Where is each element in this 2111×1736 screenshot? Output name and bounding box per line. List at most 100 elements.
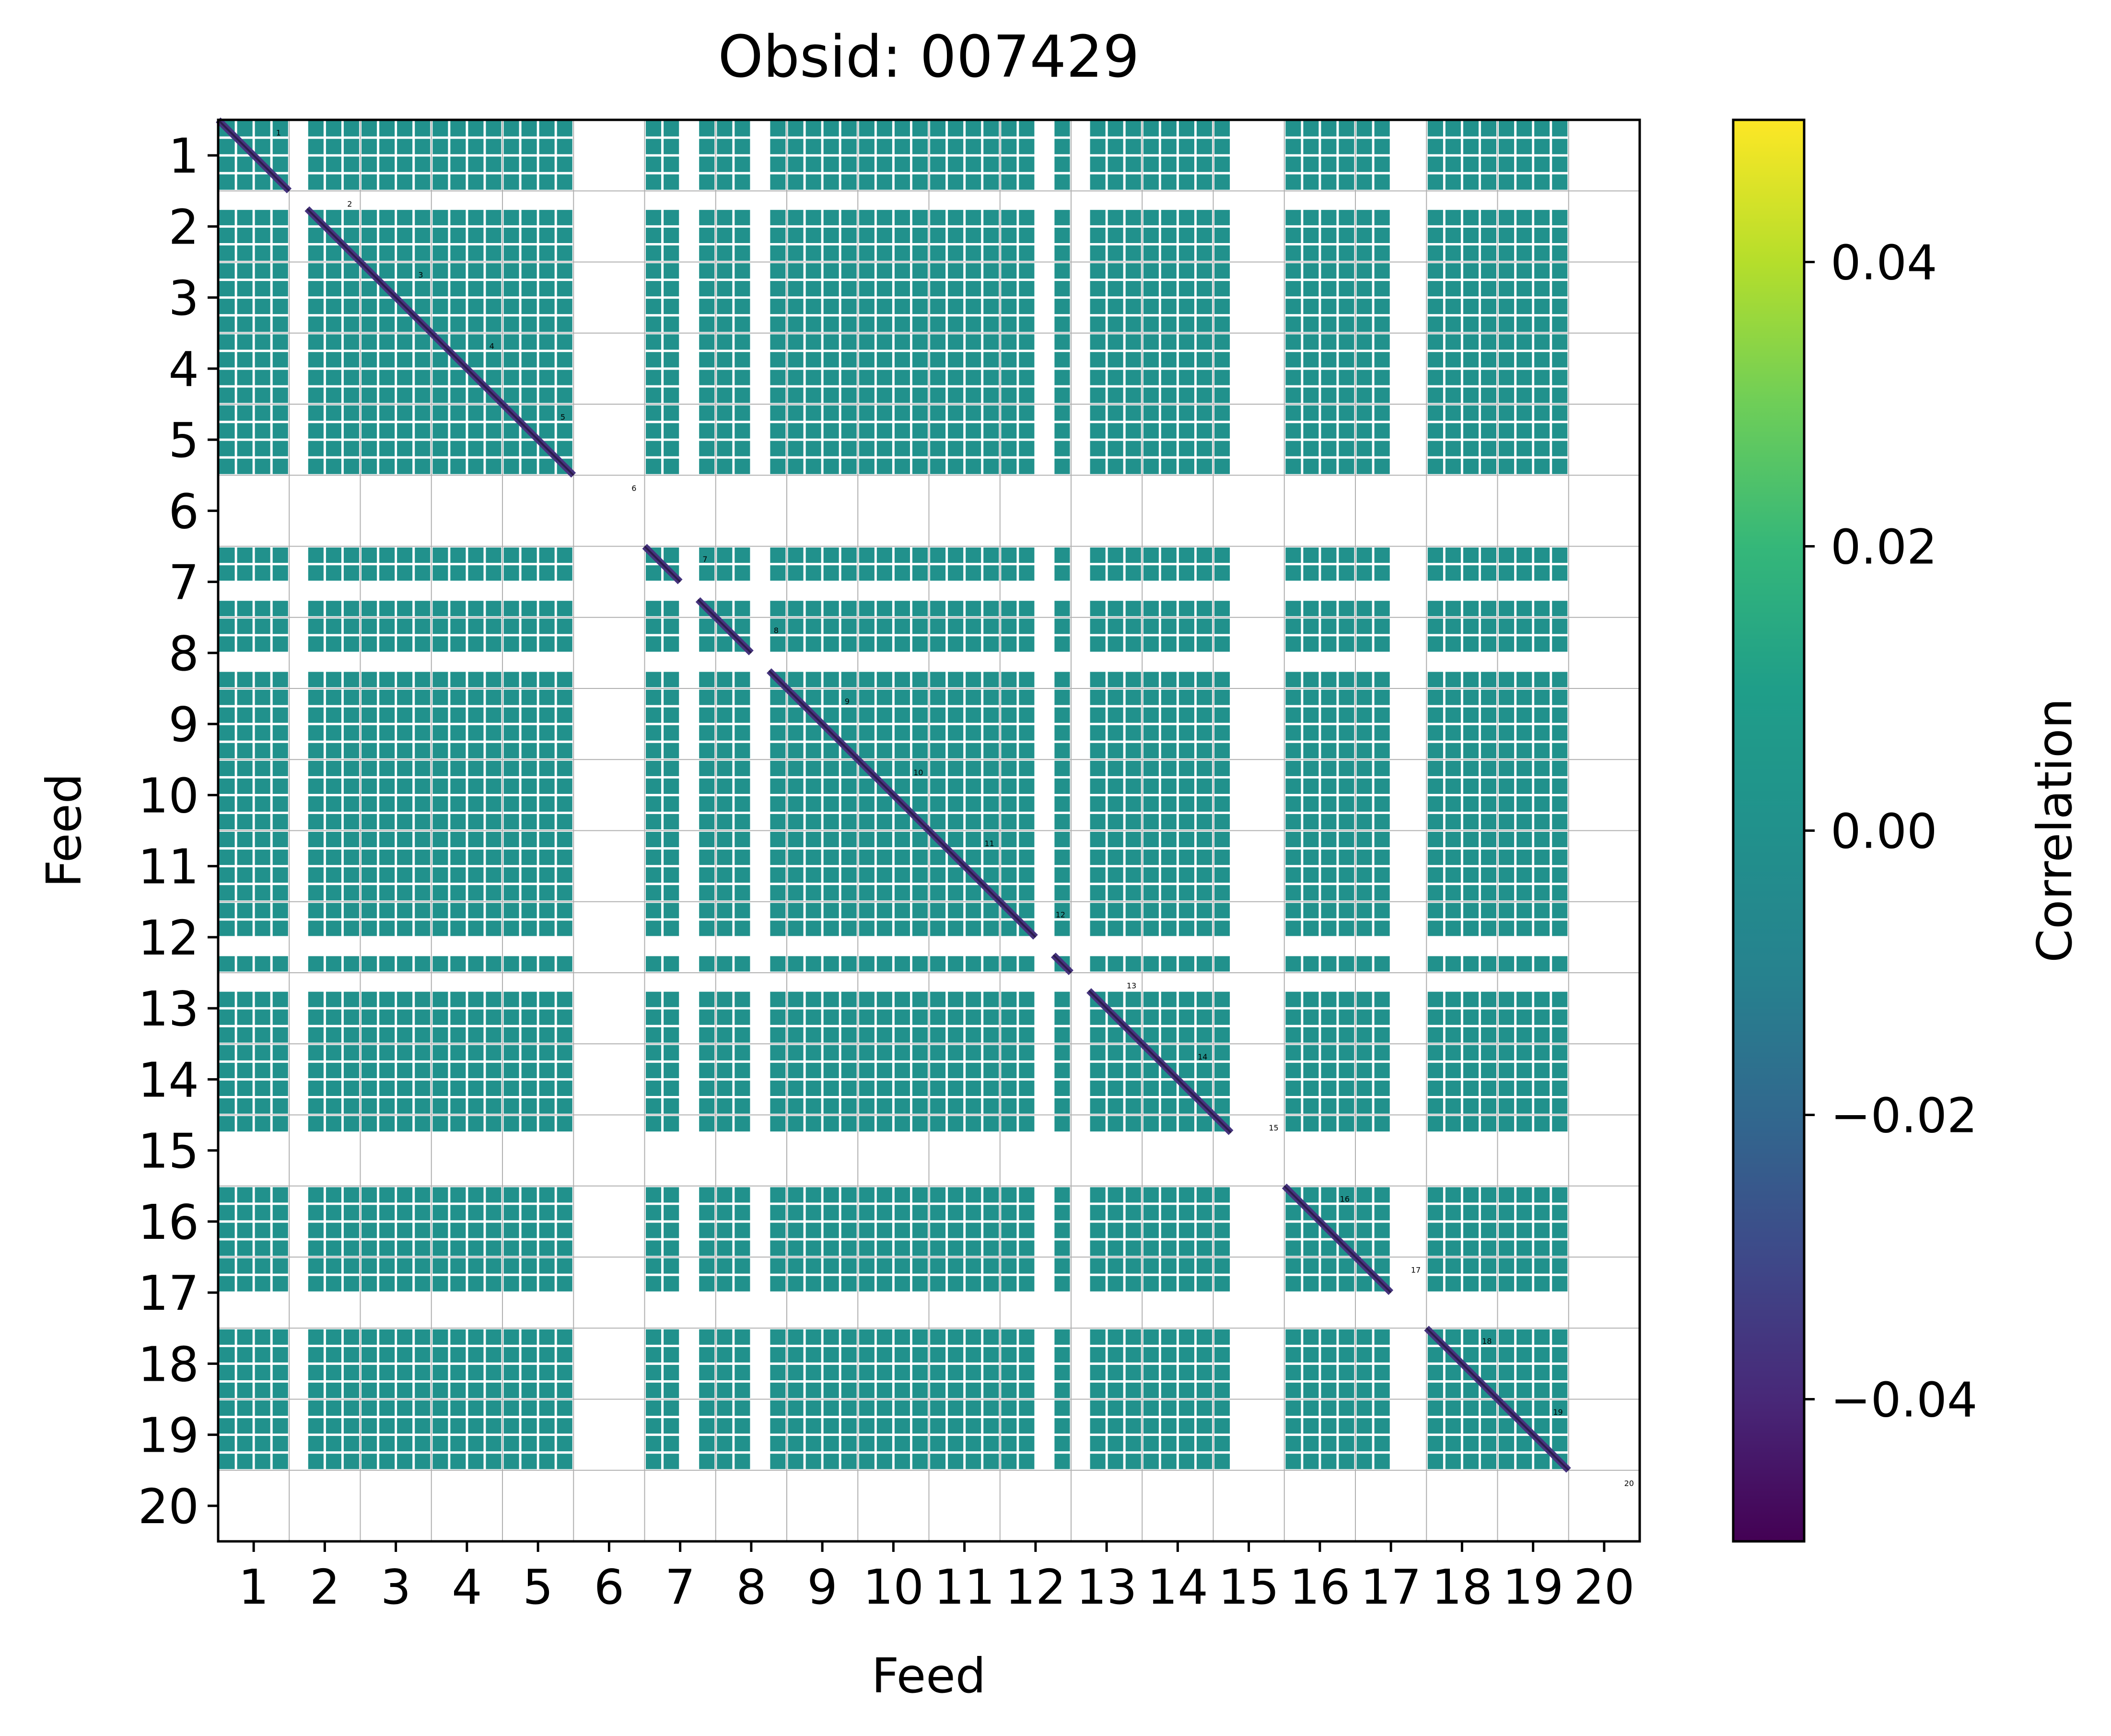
heatmap-block — [219, 334, 235, 350]
heatmap-block — [415, 1009, 431, 1025]
heatmap-block — [735, 1364, 750, 1380]
heatmap-block — [1054, 832, 1070, 848]
heatmap-block — [557, 1027, 572, 1043]
heatmap-block — [859, 1205, 875, 1221]
heatmap-cell — [788, 832, 857, 901]
y-tick-label: 18 — [138, 1336, 199, 1392]
heatmap-block — [343, 1418, 359, 1434]
heatmap-block — [539, 1276, 555, 1292]
heatmap-block — [1143, 405, 1159, 421]
heatmap-cell — [1090, 1187, 1141, 1256]
heatmap-block — [1552, 867, 1568, 883]
heatmap-block — [859, 956, 875, 972]
heatmap-block — [486, 1080, 502, 1096]
heatmap-block — [255, 689, 270, 705]
heatmap-block — [983, 707, 999, 723]
heatmap-block — [1214, 1347, 1230, 1363]
heatmap-block — [1001, 1347, 1017, 1363]
heatmap-block — [450, 778, 466, 794]
heatmap-block — [948, 832, 964, 848]
x-tick-label: 1 — [238, 1559, 269, 1615]
heatmap-block — [1534, 263, 1550, 279]
heatmap-block — [788, 1009, 804, 1025]
heatmap-block — [770, 1258, 786, 1274]
heatmap-block — [1054, 245, 1070, 261]
heatmap-block — [1108, 299, 1123, 315]
heatmap-block — [770, 1045, 786, 1060]
heatmap-cell — [788, 334, 857, 403]
heatmap-block — [823, 441, 839, 456]
heatmap-block — [521, 636, 537, 652]
heatmap-block — [1196, 1382, 1212, 1398]
heatmap-block — [450, 1454, 466, 1469]
heatmap-block — [930, 1045, 946, 1060]
heatmap-block — [841, 1062, 857, 1078]
heatmap-block — [1214, 1436, 1230, 1452]
heatmap-block — [272, 760, 288, 776]
heatmap-block — [415, 1240, 431, 1256]
heatmap-block — [397, 760, 413, 776]
y-tick-label: 17 — [138, 1265, 199, 1321]
heatmap-block — [788, 885, 804, 901]
heatmap-block — [966, 1116, 981, 1132]
heatmap-block — [1303, 689, 1319, 705]
heatmap-block — [1161, 1418, 1177, 1434]
heatmap-block — [1499, 707, 1515, 723]
heatmap-block — [308, 387, 324, 403]
heatmap-cell — [1427, 1258, 1496, 1292]
heatmap-block — [1054, 441, 1070, 456]
heatmap-block — [1481, 334, 1496, 350]
heatmap-block — [1108, 1116, 1123, 1132]
heatmap-block — [468, 1454, 484, 1469]
heatmap-block — [1178, 565, 1194, 581]
heatmap-block — [379, 405, 395, 421]
heatmap-block — [272, 299, 288, 315]
heatmap-block — [1001, 920, 1017, 936]
heatmap-cell — [362, 832, 431, 901]
heatmap-block — [664, 423, 679, 439]
heatmap-block — [983, 263, 999, 279]
heatmap-cell — [1356, 334, 1390, 403]
diagonal-annotation: 15 — [1269, 1123, 1278, 1132]
heatmap-block — [1516, 672, 1532, 687]
heatmap-block — [1321, 885, 1337, 901]
heatmap-block — [805, 121, 821, 137]
heatmap-block — [308, 885, 324, 901]
heatmap-block — [539, 281, 555, 297]
heatmap-block — [539, 352, 555, 368]
heatmap-block — [326, 281, 341, 297]
heatmap-block — [379, 832, 395, 848]
heatmap-block — [468, 1436, 484, 1452]
heatmap-block — [983, 760, 999, 776]
heatmap-block — [788, 1062, 804, 1078]
heatmap-block — [646, 707, 662, 723]
heatmap-block — [859, 352, 875, 368]
heatmap-block — [255, 760, 270, 776]
heatmap-block — [379, 121, 395, 137]
heatmap-block — [308, 760, 324, 776]
heatmap-block — [1463, 1223, 1479, 1238]
heatmap-block — [362, 245, 377, 261]
heatmap-block — [876, 689, 892, 705]
heatmap-block — [1427, 174, 1443, 190]
heatmap-block — [362, 1045, 377, 1060]
heatmap-block — [1161, 903, 1177, 919]
heatmap-block — [1125, 867, 1141, 883]
heatmap-block — [823, 139, 839, 154]
heatmap-block — [841, 1098, 857, 1114]
heatmap-block — [1019, 956, 1035, 972]
heatmap-block — [1445, 707, 1461, 723]
heatmap-block — [1356, 689, 1372, 705]
heatmap-block — [1516, 1276, 1532, 1292]
heatmap-block — [770, 1098, 786, 1114]
heatmap-block — [823, 210, 839, 225]
heatmap-block — [1054, 548, 1070, 563]
heatmap-cell — [362, 548, 431, 617]
heatmap-block — [1339, 1347, 1354, 1363]
heatmap-block — [432, 1223, 448, 1238]
heatmap-block — [539, 1187, 555, 1203]
heatmap-block — [397, 334, 413, 350]
heatmap-block — [1125, 956, 1141, 972]
heatmap-block — [1534, 565, 1550, 581]
heatmap-block — [646, 1382, 662, 1398]
